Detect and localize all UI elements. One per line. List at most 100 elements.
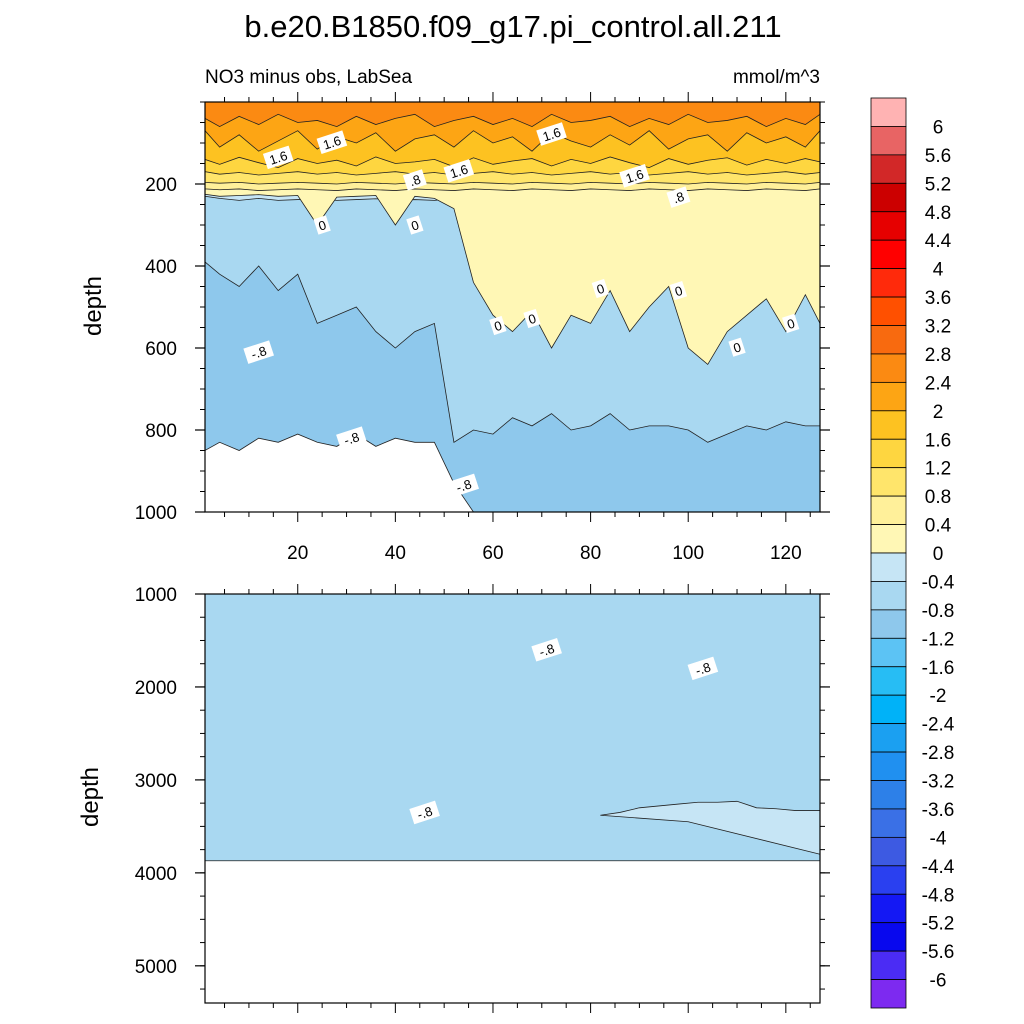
colorbar-swatch [870, 211, 907, 241]
colorbar-swatch [870, 581, 907, 611]
lower-contour-label: -.8 [409, 800, 440, 825]
contour-label-bg [316, 130, 348, 154]
colorbar-level-label: 3.6 [925, 288, 951, 309]
colorbar-swatch [870, 751, 907, 781]
colorbar-level-label: 4.4 [925, 231, 952, 252]
colorbar-swatch [870, 438, 907, 469]
colorbar-swatch [870, 353, 907, 383]
colorbar-level-label: -2.8 [922, 743, 955, 764]
contour-label-text: -.8 [249, 343, 268, 362]
contour-label-bg [406, 215, 424, 235]
colorbar-swatch [870, 922, 907, 952]
colorbar-swatch [870, 979, 907, 1009]
colorbar-level-label: -2.4 [922, 715, 955, 736]
contour-label-bg [531, 637, 562, 662]
contour-label-bg [243, 340, 275, 364]
colorbar-swatch [870, 239, 907, 270]
contour-label-bg [687, 656, 719, 681]
upper-contour-label: 0 [669, 280, 688, 301]
colorbar-level-label: 0.8 [925, 487, 951, 508]
contour-label-text: 0 [492, 318, 504, 335]
x-tick-label: 120 [770, 543, 802, 564]
chart-title: b.e20.B1850.f09_g17.pi_control.all.211 [244, 9, 781, 44]
colorbar-swatch [870, 808, 907, 838]
lower-frame [204, 593, 821, 1004]
lower-depth-label: depth [77, 767, 104, 827]
colorbar-swatch [870, 893, 907, 924]
lower-contour-label: -.8 [531, 637, 562, 662]
colorbar-level-label: -1.2 [922, 629, 955, 650]
upper-contour-label: -.8 [448, 473, 480, 498]
colorbar-swatch [870, 296, 907, 326]
contour-label-text: 1.6 [321, 133, 343, 153]
colorbar-level-label: 2 [933, 402, 944, 423]
colorbar-level-label: -6 [930, 971, 947, 992]
contour-label-text: -.8 [415, 803, 434, 822]
upper-depth-label: depth [80, 276, 107, 336]
contour-label-bg [402, 169, 427, 191]
contour-label-text: 0 [595, 281, 607, 298]
colorbar-level-label: 3.2 [925, 317, 951, 338]
lower-y-tick-label: 2000 [135, 678, 177, 699]
subtitle-left: NO3 minus obs, LabSea [205, 67, 412, 88]
colorbar-level-label: 2.8 [925, 345, 951, 366]
colorbar-swatch [870, 268, 907, 298]
contour-label-bg [448, 473, 480, 498]
colorbar-swatch [870, 723, 907, 753]
x-tick-label: 60 [482, 543, 503, 564]
contour-label-text: 0 [526, 311, 538, 328]
colorbar-level-label: -4.8 [922, 885, 955, 906]
contour-label-bg [782, 313, 800, 334]
colorbar-level-label: 0 [933, 544, 944, 565]
colorbar-level-label: -1.6 [922, 658, 955, 679]
colorbar: 6 5.6 5.2 4.8 4.4 4 3.6 3.2 2.8 2.4 2 1.6 1.2 0.8 0.4 0… [870, 97, 955, 1009]
lower-y-tick-label: 1000 [135, 585, 177, 606]
lower-y-tick-label: 5000 [135, 957, 177, 978]
upper-contour-label: .8 [402, 169, 427, 191]
lower-y-tick-label: 4000 [135, 864, 177, 885]
colorbar-level-label: 4.8 [925, 203, 951, 224]
upper-contour-label: 0 [728, 337, 746, 357]
upper-y-tick-label: 800 [145, 421, 177, 442]
contour-label-bg [619, 164, 650, 188]
contour-label-bg [313, 215, 331, 235]
colorbar-swatch [870, 950, 907, 980]
colorbar-swatch [870, 467, 907, 497]
colorbar-swatch [870, 410, 907, 440]
x-tick-label: 80 [580, 543, 601, 564]
colorbar-swatch [870, 694, 907, 725]
colorbar-swatch [870, 524, 907, 554]
colorbar-level-label: -4 [930, 828, 947, 849]
colorbar-swatch [870, 780, 907, 810]
contour-label-bg [591, 278, 610, 299]
colorbar-level-label: 1.6 [925, 430, 951, 451]
units-label: mmol/m^3 [733, 67, 820, 88]
colorbar-level-label: -4.4 [922, 857, 955, 878]
colorbar-level-label: -2 [930, 686, 947, 707]
upper-contour-label: .8 [666, 186, 691, 208]
contour-label-bg [666, 186, 691, 208]
colorbar-swatch [870, 495, 907, 525]
upper-contour-label: 1.6 [262, 145, 294, 170]
upper-contour-label: 0 [591, 278, 610, 299]
contour-label-text: -.8 [342, 429, 361, 448]
lower-panel: -.8 -.8 -.8 1000 2000 3000 4000 5000 [135, 584, 830, 1013]
upper-contour-label: -.8 [336, 426, 367, 450]
upper-y-tick-label: 200 [145, 175, 177, 196]
upper-contour-label: 0 [523, 308, 541, 329]
x-tick-label: 40 [385, 543, 406, 564]
contour-label-text: 0 [673, 283, 685, 300]
contour-label-bg [489, 315, 507, 336]
contour-label-text: 1.6 [448, 161, 470, 181]
contour-label-text: 0 [731, 339, 743, 356]
colorbar-swatch [870, 552, 907, 582]
upper-contour-label: 1.6 [443, 159, 475, 183]
upper-y-tick-label: 400 [145, 257, 177, 278]
contour-label-text: -.8 [693, 659, 712, 678]
colorbar-level-label: 4 [933, 260, 944, 281]
contour-label-text: 1.6 [624, 166, 646, 186]
colorbar-level-label: -0.8 [922, 601, 955, 622]
upper-contour-label: 0 [782, 313, 800, 334]
upper-contour-level-2p4 [204, 101, 821, 128]
